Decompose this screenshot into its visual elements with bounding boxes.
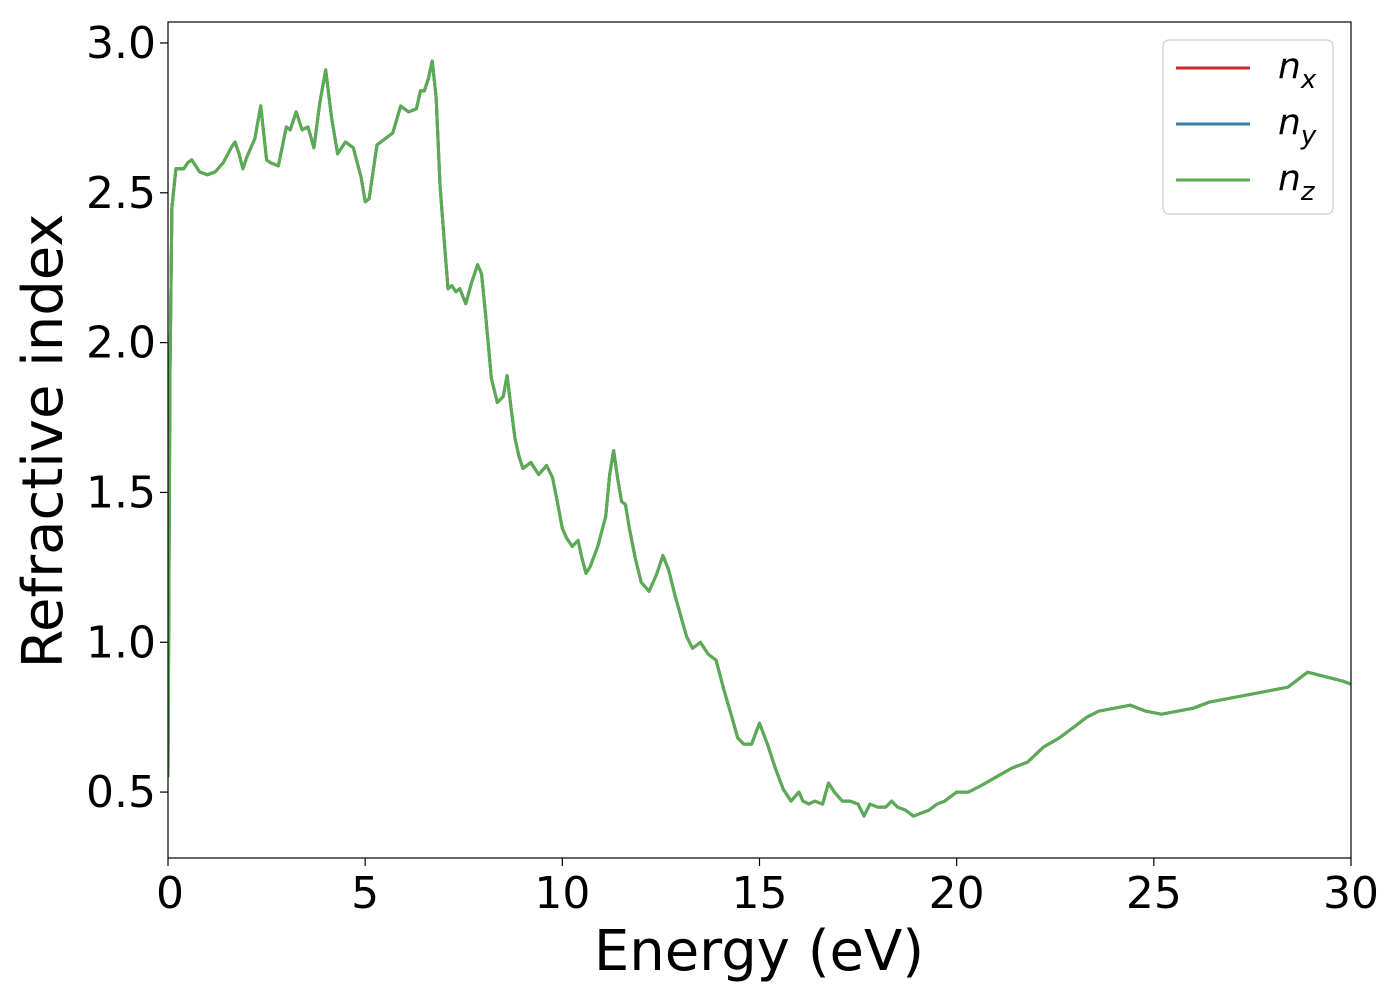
y-tick-label: 3.0 <box>86 18 156 69</box>
y-tick-label: 2.0 <box>86 318 156 369</box>
legend-label-n-z: nz <box>1278 158 1316 207</box>
x-axis-ticks: 0 5 10 15 20 25 30 <box>156 858 1379 919</box>
legend-label-n-y: ny <box>1278 102 1317 151</box>
x-axis-title: Energy (eV) <box>594 919 924 984</box>
y-tick-label: 0.5 <box>86 767 156 818</box>
x-tick-label: 15 <box>732 868 788 919</box>
legend-label-n-x: nx <box>1278 46 1317 95</box>
x-tick-label: 20 <box>929 868 985 919</box>
y-axis-title: Refractive index <box>11 214 76 669</box>
y-tick-label: 1.0 <box>86 617 156 668</box>
x-tick-label: 5 <box>351 868 379 919</box>
legend-box <box>1162 39 1334 215</box>
x-tick-label: 10 <box>534 868 590 919</box>
y-tick-label: 1.5 <box>86 467 156 518</box>
x-tick-label: 30 <box>1323 868 1379 919</box>
y-axis-ticks: 0.5 1.0 1.5 2.0 2.5 3.0 <box>86 18 168 818</box>
y-tick-label: 2.5 <box>86 168 156 219</box>
series-line-n-z <box>168 59 1351 818</box>
series-lines <box>168 59 1351 818</box>
x-tick-label: 25 <box>1126 868 1182 919</box>
legend: nx ny nz <box>1162 39 1334 215</box>
x-tick-label: 0 <box>156 868 184 919</box>
